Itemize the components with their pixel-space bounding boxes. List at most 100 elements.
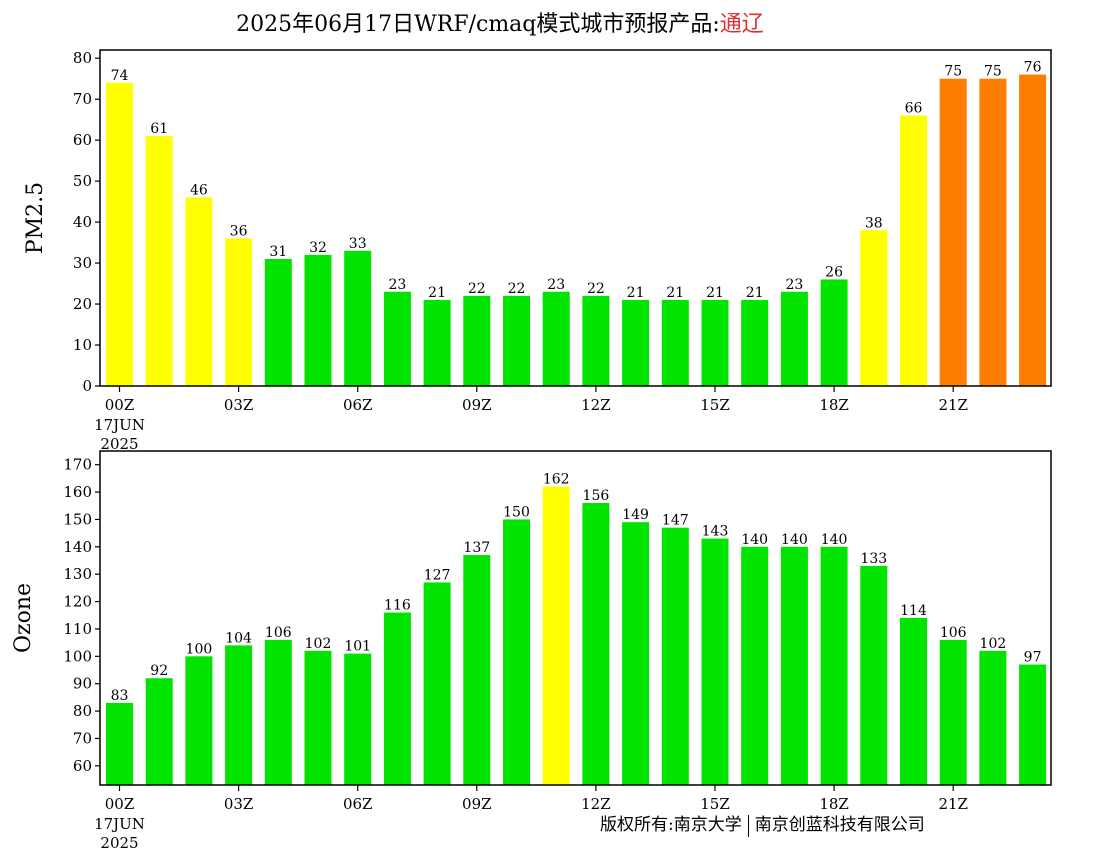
panel2-value-label-13: 149 xyxy=(622,507,649,523)
panel1-bar-20 xyxy=(900,115,927,386)
panel2-bar-6 xyxy=(344,653,372,785)
panel2-bar-10 xyxy=(503,519,530,785)
panel1-value-label-23: 76 xyxy=(1024,60,1042,76)
panel1-value-label-12: 22 xyxy=(587,281,605,297)
panel2-ytick-label-160: 160 xyxy=(63,483,92,501)
panel1-value-label-6: 33 xyxy=(349,236,367,252)
panel1-bar-4 xyxy=(264,258,292,386)
panel2-xtick-label-06Z: 06Z xyxy=(343,795,373,813)
panel2-xtick-label-15Z: 15Z xyxy=(700,795,730,813)
panel1-ytick-label-40: 40 xyxy=(73,213,92,231)
panel1-date-label-1: 2025 xyxy=(100,435,138,453)
panel2-value-label-12: 156 xyxy=(583,488,610,504)
panel2-bar-21 xyxy=(939,639,967,785)
panel1-ytick-label-0: 0 xyxy=(82,377,92,395)
panel1-value-label-19: 38 xyxy=(865,215,883,231)
panel2-value-label-3: 104 xyxy=(225,630,252,646)
panel2-date-label-0: 17JUN xyxy=(94,815,145,833)
panel1-ytick-label-30: 30 xyxy=(73,254,92,272)
panel1-ytick-label-20: 20 xyxy=(73,295,92,313)
panel1-ytick-label-80: 80 xyxy=(73,49,92,67)
panel2-bar-22 xyxy=(979,650,1007,785)
panel1-bar-12 xyxy=(582,295,610,386)
panel2-bar-12 xyxy=(582,503,610,785)
panel1-bar-18 xyxy=(820,279,848,386)
panel1-xtick-label-15Z: 15Z xyxy=(700,396,730,414)
panel2-bar-19 xyxy=(860,565,888,785)
panel2-value-label-19: 133 xyxy=(860,551,887,567)
panel2-ytick-label-110: 110 xyxy=(63,620,92,638)
panel1-bar-5 xyxy=(304,254,332,386)
panel1-bar-11 xyxy=(542,291,570,386)
panel2-xtick-label-21Z: 21Z xyxy=(938,795,968,813)
panel1-ytick-label-10: 10 xyxy=(73,336,92,354)
panel1-bar-17 xyxy=(780,291,808,386)
title-main: 2025年06月17日WRF/cmaq模式城市预报产品: xyxy=(236,12,720,37)
panel1-xtick-label-18Z: 18Z xyxy=(819,396,849,414)
panel2-bar-4 xyxy=(264,639,292,785)
panel2-bar-16 xyxy=(741,546,769,785)
panel1-bar-15 xyxy=(701,299,729,386)
panel2-frame xyxy=(99,450,1052,786)
copyright-separator xyxy=(747,814,749,837)
panel2-value-label-22: 102 xyxy=(980,636,1007,652)
panel2-value-label-20: 114 xyxy=(900,603,927,619)
panel2-value-label-0: 83 xyxy=(111,688,129,704)
panel1-xtick-label-03Z: 03Z xyxy=(224,396,254,414)
panel1-bar-23 xyxy=(1019,74,1047,387)
panel2-xtick-label-03Z: 03Z xyxy=(224,795,254,813)
panel2-ytick-label-100: 100 xyxy=(63,647,92,665)
panel2-ytick-label-80: 80 xyxy=(73,702,92,720)
panel2-bar-17 xyxy=(780,546,808,785)
panel2-xtick-label-00Z: 00Z xyxy=(105,795,135,813)
panel2-value-label-1: 92 xyxy=(150,663,168,679)
panel2-value-label-7: 116 xyxy=(384,598,411,614)
panel1-bar-10 xyxy=(503,295,530,386)
panel2-value-label-6: 101 xyxy=(344,639,371,655)
panel1-value-label-14: 21 xyxy=(666,285,684,301)
panel1-ylabel: PM2.5 xyxy=(23,182,48,254)
panel2-value-label-21: 106 xyxy=(940,625,967,641)
panel2-bar-8 xyxy=(423,582,451,785)
panel2-bar-9 xyxy=(463,555,491,785)
panel1-bar-0 xyxy=(106,82,133,386)
panel2-ytick-label-70: 70 xyxy=(73,729,92,747)
panel1-value-label-21: 75 xyxy=(944,64,962,80)
panel2-ytick-label-130: 130 xyxy=(63,565,92,583)
panel2-value-label-15: 143 xyxy=(702,524,729,540)
panel1-bar-22 xyxy=(979,78,1007,387)
panel1-value-label-3: 36 xyxy=(230,223,248,239)
panel1-bar-13 xyxy=(622,299,650,386)
panel2-bar-13 xyxy=(622,522,650,785)
copyright-right: 南京创蓝科技有限公司 xyxy=(754,815,925,835)
panel1-xtick-label-09Z: 09Z xyxy=(462,396,492,414)
chart-title: 2025年06月17日WRF/cmaq模式城市预报产品:通辽 xyxy=(0,6,1000,38)
panel2-ylabel: Ozone xyxy=(11,583,36,653)
panel1-value-label-5: 32 xyxy=(309,240,327,256)
panel2-ytick-label-90: 90 xyxy=(73,675,92,693)
panel1-ytick-label-60: 60 xyxy=(73,131,92,149)
panel1-bar-19 xyxy=(860,230,888,386)
panel1-bar-14 xyxy=(661,299,689,386)
copyright: 版权所有:南京大学 南京创蓝科技有限公司 xyxy=(600,810,925,837)
panel1-value-label-18: 26 xyxy=(825,264,843,280)
panel1-value-label-11: 23 xyxy=(547,277,565,293)
panel1-value-label-15: 21 xyxy=(706,285,724,301)
panel1-xtick-label-21Z: 21Z xyxy=(938,396,968,414)
title-city: 通辽 xyxy=(719,12,764,37)
panel1-bar-3 xyxy=(225,238,253,386)
panel1-bar-2 xyxy=(185,197,213,386)
panel1-value-label-22: 75 xyxy=(984,64,1002,80)
panel1-value-label-0: 74 xyxy=(111,68,129,84)
panel2-ytick-label-60: 60 xyxy=(73,757,92,775)
panel2-ytick-label-150: 150 xyxy=(63,510,92,528)
panel2-ytick-label-170: 170 xyxy=(63,456,92,474)
panel2-bar-15 xyxy=(701,538,729,785)
panel2-value-label-8: 127 xyxy=(424,567,451,583)
panel2-value-label-23: 97 xyxy=(1024,650,1042,666)
panel2-value-label-10: 150 xyxy=(503,504,530,520)
panel2-xtick-label-18Z: 18Z xyxy=(819,795,849,813)
panel1-bar-16 xyxy=(741,299,769,386)
panel1-xtick-label-00Z: 00Z xyxy=(105,396,135,414)
panel2-bar-5 xyxy=(304,650,332,785)
